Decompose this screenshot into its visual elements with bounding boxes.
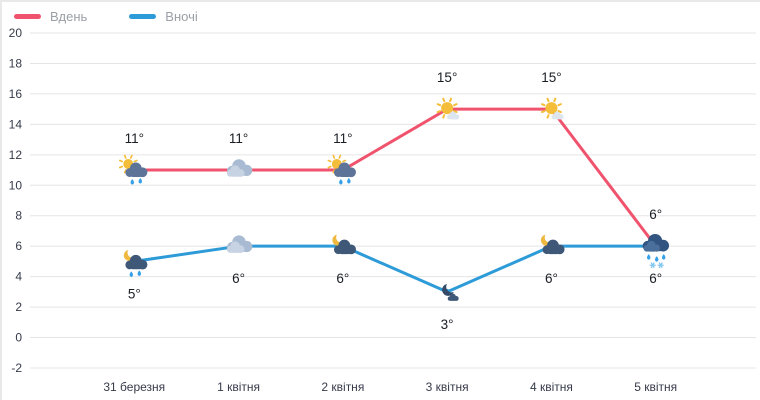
temp-label: 6° [232, 271, 245, 286]
sun-cloud-rain-icon [327, 154, 356, 185]
temp-label: 11° [125, 131, 144, 146]
temp-label: 3° [441, 317, 454, 332]
y-tick-label: 20 [9, 26, 23, 40]
temp-label: 11° [229, 131, 248, 146]
moon-icon [442, 283, 459, 301]
sun-icon [436, 97, 460, 120]
night-series-swatch [129, 14, 157, 19]
chart-legend: Вдень Вночі [14, 9, 198, 24]
day-line[interactable] [132, 107, 658, 248]
y-tick-label: 18 [9, 56, 23, 70]
x-tick-label: 3 квітня [426, 380, 469, 394]
y-tick-label: 2 [15, 300, 22, 314]
sun-cloud-rain-icon [118, 154, 148, 185]
temp-label: 6° [336, 271, 349, 286]
y-tick-label: 6 [15, 239, 22, 253]
cloud-sleet-icon [642, 233, 670, 269]
x-tick-label: 1 квітня [217, 380, 260, 394]
x-tick-label: 5 квітня [634, 380, 677, 394]
y-tick-label: 12 [9, 148, 23, 162]
legend-item-day[interactable]: Вдень [14, 9, 87, 24]
y-tick-label: 8 [15, 209, 22, 223]
temp-label: 15° [541, 70, 561, 85]
temp-label: 6° [545, 271, 558, 286]
temp-label: 6° [649, 207, 662, 222]
x-tick-label: 31 березня [103, 380, 165, 394]
night-line[interactable] [132, 244, 658, 294]
y-tick-label: -2 [11, 361, 22, 375]
x-tick-label: 2 квітня [321, 380, 364, 394]
legend-label-night: Вночі [165, 9, 198, 24]
cloud-icon [226, 235, 253, 254]
x-axis-labels: 31 березня 1 квітня 2 квітня 3 квітня 4 квіт… [103, 380, 677, 394]
y-tick-label: 10 [9, 178, 23, 192]
y-tick-label: 4 [15, 270, 22, 284]
y-tick-label: 14 [9, 117, 23, 131]
y-tick-label: 16 [9, 87, 23, 101]
temp-label: 11° [333, 131, 352, 146]
y-tick-label: 0 [15, 331, 22, 345]
x-tick-label: 4 квітня [530, 380, 573, 394]
sun-icon [540, 97, 564, 120]
temp-label: 15° [437, 70, 457, 85]
moon-cloud-icon [540, 234, 565, 255]
moon-cloud-icon [332, 234, 356, 255]
day-series-swatch [14, 14, 41, 19]
moon-cloud-rain-icon [123, 249, 148, 278]
legend-item-night[interactable]: Вночі [129, 9, 198, 24]
temp-label: 6° [649, 271, 662, 286]
temp-label: 5° [128, 286, 141, 301]
legend-label-day: Вдень [50, 9, 88, 24]
cloud-icon [226, 159, 253, 177]
